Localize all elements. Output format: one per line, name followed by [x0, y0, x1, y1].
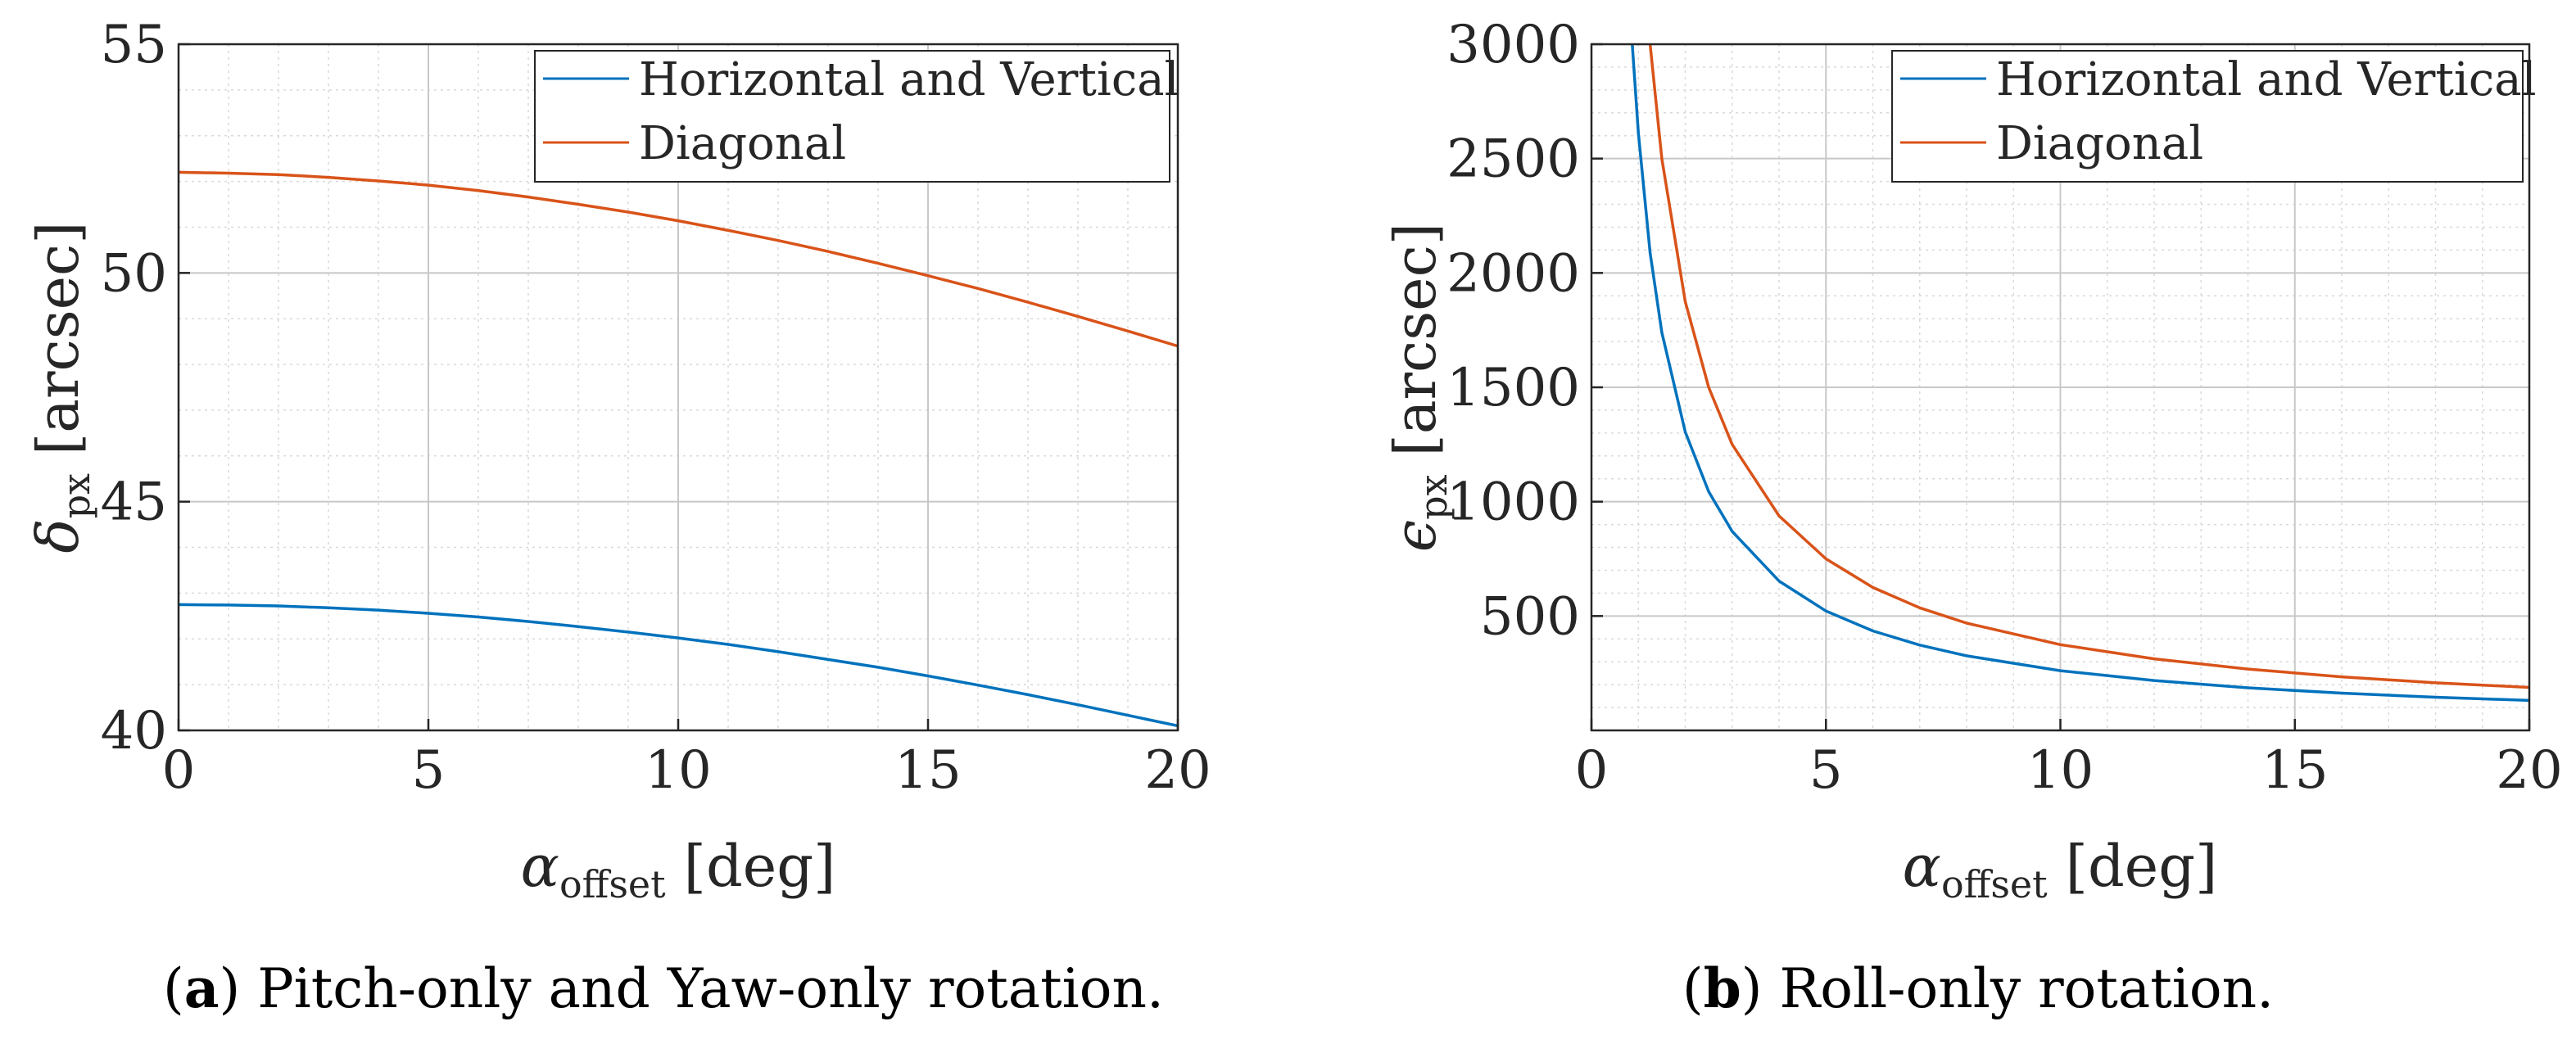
caption-close-paren: ) [220, 957, 258, 1020]
y-axis-label-sub: px [54, 473, 98, 518]
x-tick-label: 10 [2027, 740, 2094, 801]
axis-ticks: 0 5 10 15 20 40 45 50 55 [101, 15, 1211, 801]
legend-box [534, 50, 1170, 183]
x-axis-label: αoffset [deg] [1903, 833, 2218, 906]
caption-open-paren: ( [1682, 957, 1704, 1020]
caption-label: b [1704, 956, 1741, 1020]
x-tick-label: 10 [645, 740, 711, 801]
axis-ticks: 0 5 10 15 20 500 1000 1500 2000 2500 3000 [1446, 15, 2563, 801]
legend-label-diagonal: Diagonal [1996, 117, 2203, 170]
caption-text: Roll-only rotation. [1780, 957, 2275, 1020]
x-tick-label: 0 [162, 740, 196, 801]
legend-label-horizontal-vertical: Horizontal and Vertical [639, 53, 1179, 106]
legend: Horizontal and Vertical Diagonal [534, 50, 1179, 183]
y-tick-label: 2000 [1446, 243, 1580, 304]
x-tick-label: 0 [1575, 740, 1609, 801]
x-axis-label-unit: [deg] [684, 833, 836, 900]
x-axis-label-main: α [1903, 833, 1941, 900]
caption-label: a [184, 956, 220, 1020]
x-axis-label-main: α [521, 833, 559, 900]
x-axis-label: αoffset [deg] [521, 833, 836, 906]
y-axis-label-unit: [arcsec] [1382, 223, 1449, 457]
x-axis-label-sub: offset [1941, 862, 2048, 906]
y-tick-label: 45 [101, 472, 167, 533]
caption-close-paren: ) [1741, 957, 1780, 1020]
y-axis-label-main: δ [25, 518, 92, 553]
y-axis-label: δpx [arcsec] [25, 221, 98, 553]
x-tick-label: 20 [2496, 740, 2562, 801]
legend: Horizontal and Vertical Diagonal [1891, 50, 2537, 183]
y-axis-label-unit: [arcsec] [25, 221, 92, 455]
caption-a: (a) Pitch-only and Yaw-only rotation. [163, 956, 1164, 1020]
y-tick-label: 1000 [1446, 472, 1580, 533]
panel-a: 0 5 10 15 20 40 45 50 55 αoffset [deg] δpx [arcsec… [25, 15, 1211, 1020]
x-axis-label-sub: offset [559, 862, 666, 906]
series-line-horizontal-and-vertical [179, 603, 1178, 728]
legend-box [1891, 50, 2524, 183]
y-tick-label: 2500 [1446, 129, 1580, 190]
y-tick-label: 500 [1480, 586, 1580, 647]
series-layer [1631, 44, 2529, 703]
legend-label-horizontal-vertical: Horizontal and Vertical [1996, 53, 2537, 106]
caption-text: Pitch-only and Yaw-only rotation. [257, 957, 1164, 1020]
x-tick-label: 5 [1809, 740, 1843, 801]
y-tick-label: 1500 [1446, 358, 1580, 418]
x-tick-label: 5 [412, 740, 446, 801]
series-line-diagonal [179, 170, 1178, 348]
y-tick-label: 40 [101, 701, 167, 762]
y-tick-label: 3000 [1446, 15, 1580, 75]
y-axis-label-main: ϵ [1382, 520, 1449, 552]
x-tick-label: 15 [894, 740, 961, 801]
series-line-diagonal [1648, 44, 2529, 689]
x-axis-label-unit: [deg] [2066, 833, 2218, 900]
y-tick-label: 55 [101, 15, 167, 75]
y-axis-label: ϵpx [arcsec] [1382, 223, 1456, 552]
legend-label-diagonal: Diagonal [639, 117, 846, 170]
x-tick-label: 20 [1144, 740, 1211, 801]
x-tick-label: 15 [2261, 740, 2328, 801]
series-line-horizontal-and-vertical [1631, 44, 2529, 703]
panel-b: 0 5 10 15 20 500 1000 1500 2000 2500 3000 αoffset [… [1382, 15, 2563, 1020]
caption-b: (b) Roll-only rotation. [1682, 956, 2274, 1020]
caption-open-paren: ( [163, 957, 184, 1020]
series-layer [179, 170, 1178, 728]
y-axis-label-sub: px [1411, 474, 1456, 519]
y-tick-label: 50 [101, 243, 167, 304]
